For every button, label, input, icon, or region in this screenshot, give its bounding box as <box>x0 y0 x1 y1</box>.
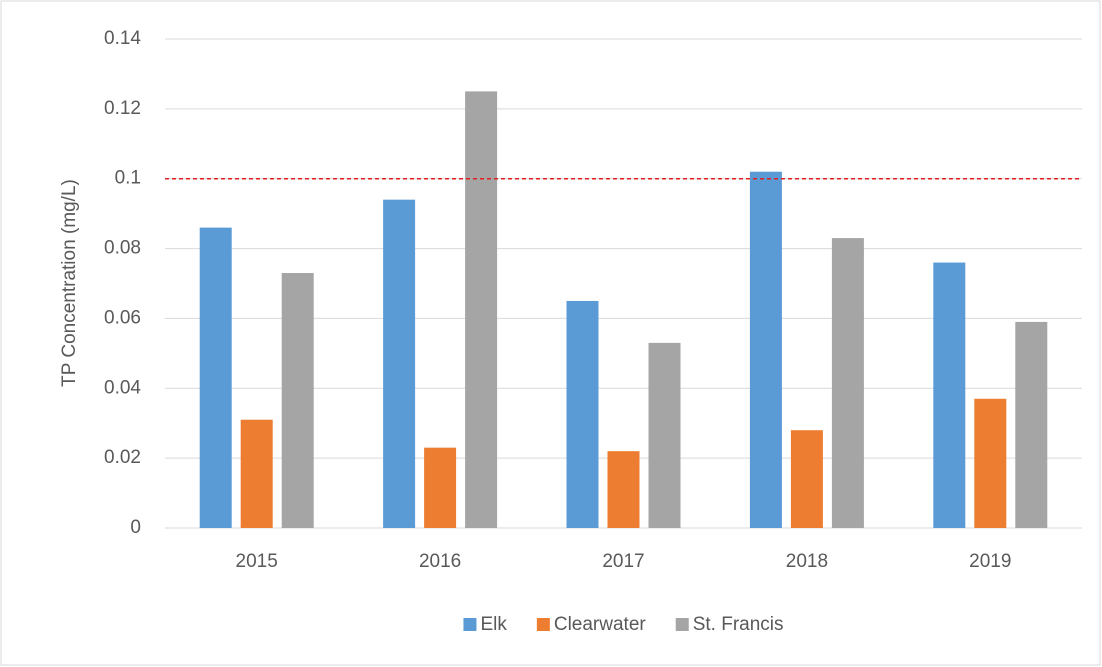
y-tick-label: 0.02 <box>104 447 141 468</box>
y-tick-label: 0.04 <box>104 377 141 398</box>
y-tick-label: 0.12 <box>104 98 141 119</box>
y-tick-label: 0.08 <box>104 238 141 259</box>
legend-label: Clearwater <box>554 614 647 635</box>
y-tick-label: 0.1 <box>115 168 141 189</box>
bar <box>281 273 314 528</box>
bar <box>648 342 681 528</box>
bar <box>933 262 966 528</box>
bar <box>974 398 1007 528</box>
bar <box>465 91 498 529</box>
x-tick-label: 2019 <box>969 551 1011 572</box>
x-tick-label: 2018 <box>786 551 828 572</box>
x-tick-label: 2015 <box>236 551 278 572</box>
bar <box>383 199 416 528</box>
bar <box>1015 321 1048 528</box>
legend-swatch <box>675 618 689 631</box>
bar <box>831 238 864 529</box>
bar <box>566 300 599 528</box>
y-tick-label: 0 <box>130 517 141 538</box>
bar <box>607 451 640 528</box>
y-tick-label: 0.14 <box>104 28 141 49</box>
y-tick-label: 0.06 <box>104 307 141 328</box>
bar <box>749 171 782 528</box>
bar <box>790 430 823 528</box>
y-axis-label: TP Concentration (mg/L) <box>59 179 80 387</box>
x-tick-label: 2017 <box>602 551 644 572</box>
legend-swatch <box>463 618 477 631</box>
legend-label: St. Francis <box>693 614 784 635</box>
bar <box>199 227 232 528</box>
legend-label: Elk <box>480 614 507 635</box>
bar <box>240 419 273 528</box>
x-tick-label: 2016 <box>419 551 461 572</box>
bar <box>424 447 457 528</box>
legend-swatch <box>536 618 550 631</box>
